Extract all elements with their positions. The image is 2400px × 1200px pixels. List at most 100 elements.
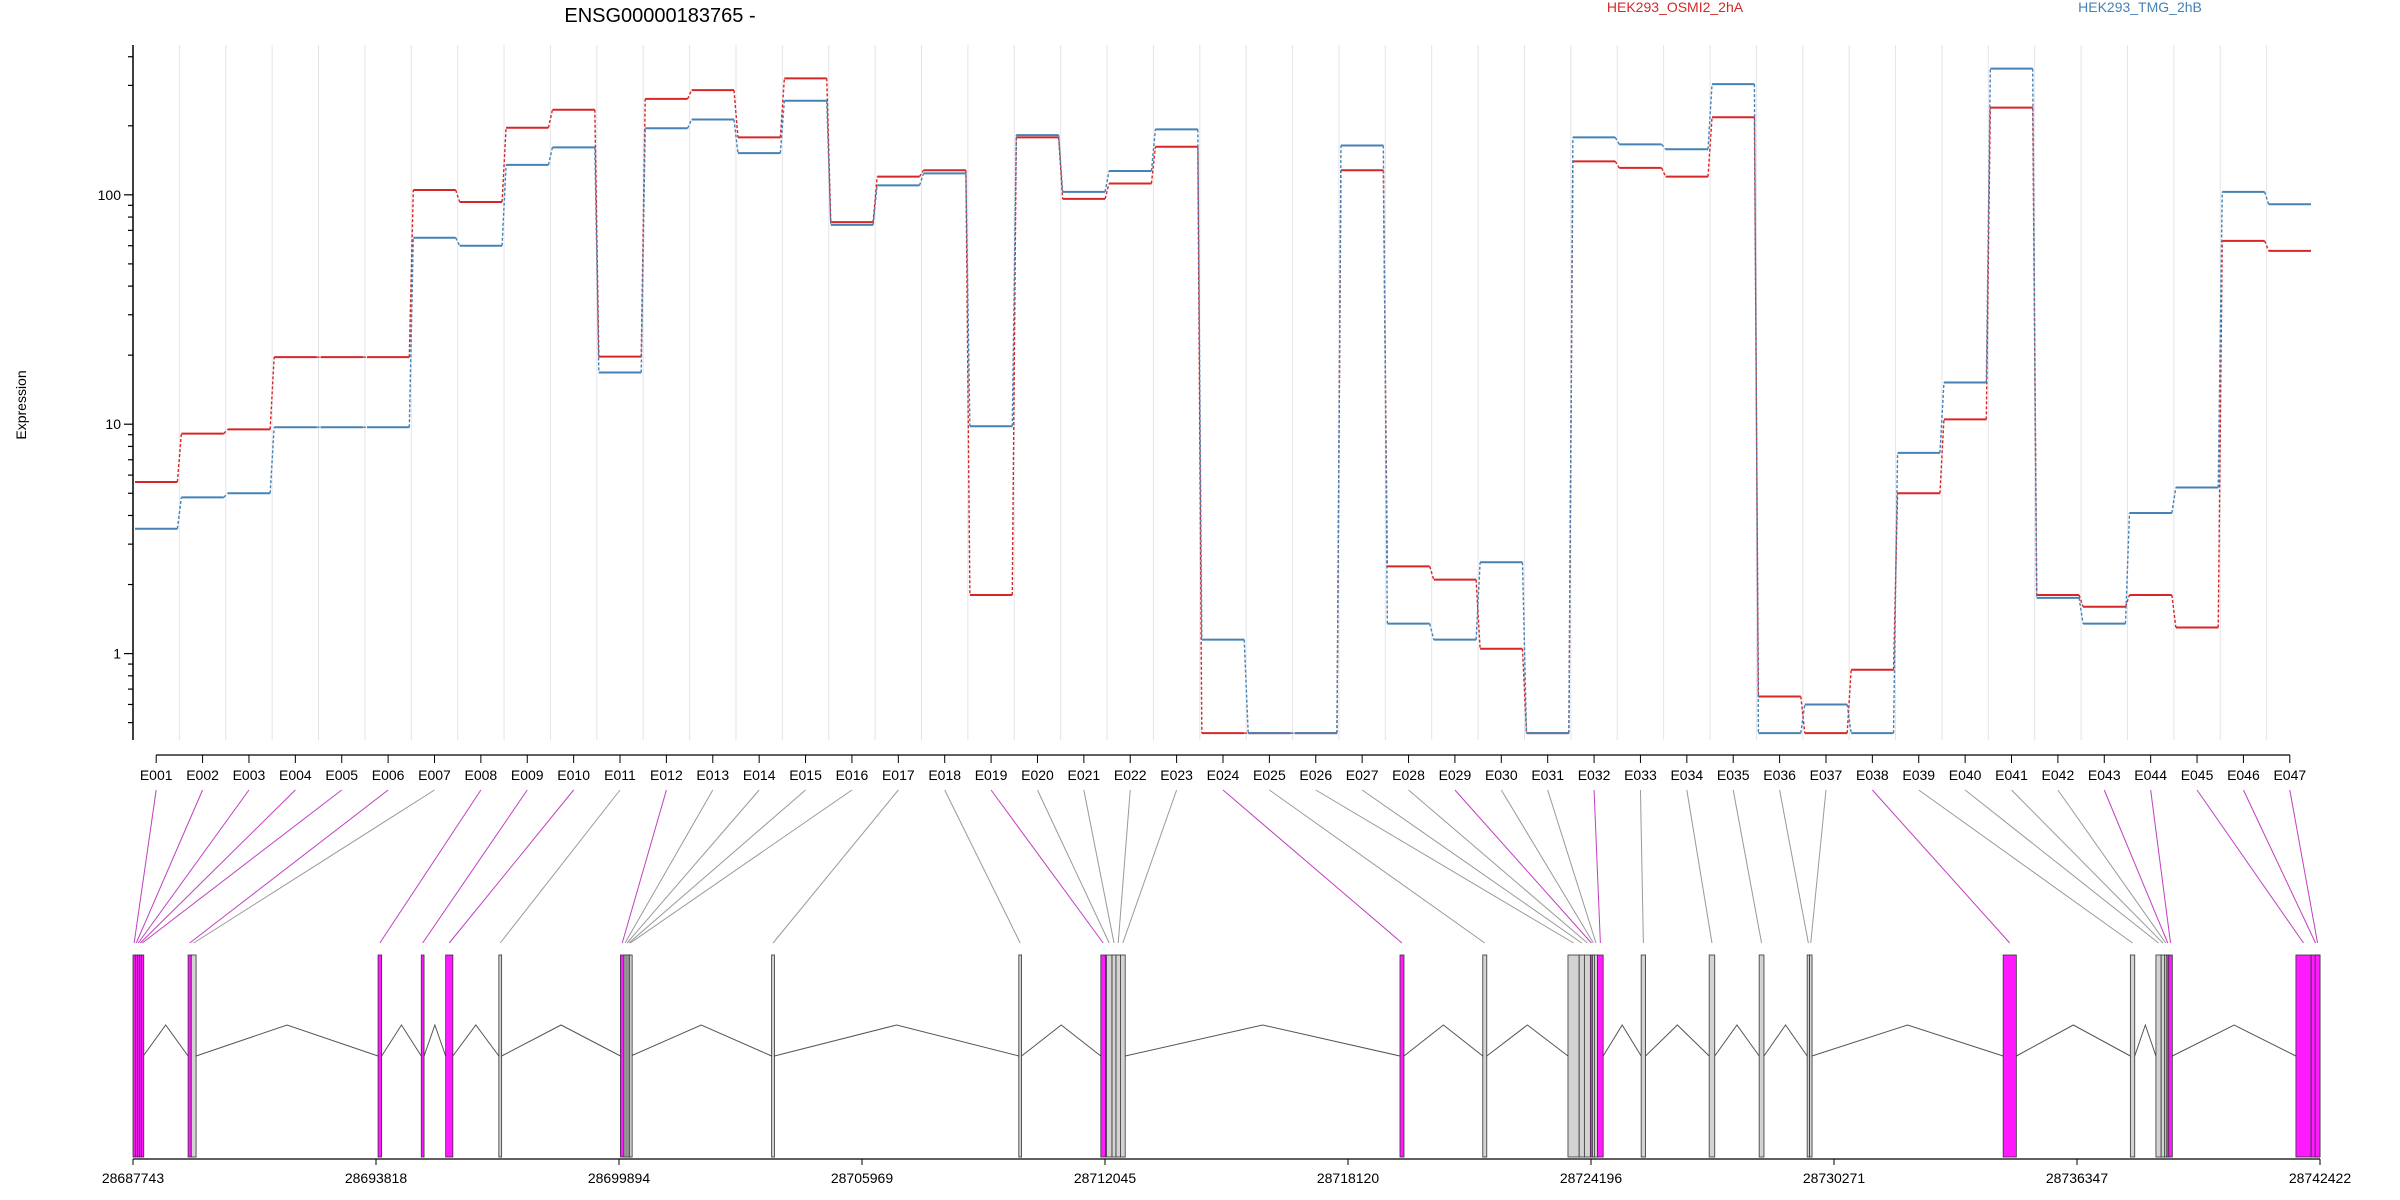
series-step bbox=[176, 497, 183, 529]
exon-link bbox=[1779, 789, 1809, 944]
series-step bbox=[826, 78, 832, 223]
series-step bbox=[1150, 129, 1157, 172]
exon-block bbox=[2129, 954, 2136, 1158]
series-step bbox=[547, 147, 554, 166]
series-step bbox=[640, 128, 646, 373]
series-step bbox=[1568, 137, 1574, 734]
series-step bbox=[594, 109, 600, 357]
exon-block bbox=[2160, 954, 2166, 1158]
exon-link bbox=[193, 789, 435, 944]
x-tick-label: E035 bbox=[1717, 767, 1750, 783]
series-step bbox=[1661, 143, 1667, 150]
series-step bbox=[1939, 419, 1945, 494]
series-step bbox=[640, 98, 646, 357]
exon-link bbox=[2011, 789, 2164, 944]
exon-link bbox=[624, 789, 714, 944]
series-step bbox=[1150, 146, 1157, 184]
x-tick-label: E034 bbox=[1670, 767, 1703, 783]
series-step bbox=[2124, 512, 2131, 624]
coord-tick-label: 28693818 bbox=[345, 1170, 408, 1186]
x-tick-label: E025 bbox=[1253, 767, 1286, 783]
exon-block bbox=[1583, 954, 1591, 1158]
exon-block bbox=[620, 954, 625, 1158]
series-step bbox=[455, 237, 461, 247]
series-step bbox=[2078, 594, 2084, 607]
exon-link bbox=[1547, 789, 1597, 944]
exon-link bbox=[1500, 789, 1594, 944]
exon-block bbox=[445, 954, 454, 1158]
series-step bbox=[2032, 68, 2038, 598]
x-tick-label: E042 bbox=[2042, 767, 2075, 783]
coord-tick-label: 28718120 bbox=[1317, 1170, 1380, 1186]
series-step bbox=[1985, 68, 1992, 383]
intron bbox=[381, 1024, 422, 1057]
series-step bbox=[223, 492, 229, 498]
exon-block bbox=[1111, 954, 1117, 1158]
series-step bbox=[686, 89, 693, 100]
exon-link bbox=[499, 789, 621, 944]
x-tick-label: E026 bbox=[1299, 767, 1332, 783]
x-tick-label: E009 bbox=[511, 767, 544, 783]
exon-block bbox=[498, 954, 503, 1158]
exon-block bbox=[187, 954, 192, 1158]
series-step bbox=[594, 147, 600, 373]
exon-block bbox=[420, 954, 425, 1158]
series-step bbox=[686, 119, 693, 129]
exon-axis: E001 E002 E003 E004 E005 E006 E007 E008 E009 E010… bbox=[140, 754, 2306, 783]
legend-entry-osmi2: HEK293_OSMI2_2hA bbox=[1607, 0, 1744, 15]
x-tick-label: E033 bbox=[1624, 767, 1657, 783]
exon-link bbox=[944, 789, 1021, 944]
x-tick-label: E040 bbox=[1949, 767, 1982, 783]
exon-link bbox=[2196, 789, 2304, 944]
exon-link bbox=[1918, 789, 2133, 944]
series-step bbox=[1197, 129, 1203, 640]
intron bbox=[1811, 1024, 2004, 1057]
exon-block bbox=[1640, 954, 1646, 1158]
series-step bbox=[872, 185, 878, 225]
series-step bbox=[269, 427, 275, 494]
series-step bbox=[1429, 566, 1435, 580]
exon-link bbox=[626, 789, 760, 944]
intron bbox=[2016, 1024, 2131, 1057]
x-tick-label: E010 bbox=[557, 767, 590, 783]
series-step bbox=[1614, 137, 1620, 145]
x-tick-label: E037 bbox=[1810, 767, 1843, 783]
exon-link bbox=[1037, 789, 1110, 944]
intron bbox=[452, 1024, 500, 1057]
series-step bbox=[269, 357, 275, 430]
intron bbox=[1125, 1024, 1401, 1057]
series-step bbox=[501, 127, 507, 203]
exon-link bbox=[1871, 789, 2011, 944]
exon-block bbox=[1593, 954, 1598, 1158]
intron bbox=[1021, 1024, 1102, 1057]
exon-block bbox=[1809, 954, 1813, 1158]
intron bbox=[1486, 1024, 1569, 1057]
exon-block bbox=[1708, 954, 1716, 1158]
x-tick-label: E003 bbox=[233, 767, 266, 783]
exon-link bbox=[2289, 789, 2319, 944]
series-tmg bbox=[135, 67, 2311, 735]
exon-link bbox=[1686, 789, 1713, 944]
x-tick-label: E039 bbox=[1902, 767, 1935, 783]
exon-link bbox=[1408, 789, 1588, 944]
exon-link bbox=[1222, 789, 1403, 944]
exon-link bbox=[621, 789, 667, 944]
coord-tick-label: 28712045 bbox=[1074, 1170, 1137, 1186]
series-step bbox=[2263, 240, 2270, 252]
intron bbox=[423, 1023, 447, 1057]
x-tick-label: E044 bbox=[2134, 767, 2167, 783]
series-step bbox=[1336, 145, 1342, 734]
exon-link bbox=[422, 789, 528, 944]
exon-block bbox=[1758, 954, 1765, 1158]
series-step bbox=[1521, 562, 1528, 734]
intron bbox=[630, 1024, 772, 1057]
coord-tick-label: 28730271 bbox=[1803, 1170, 1866, 1186]
x-tick-label: E008 bbox=[465, 767, 498, 783]
x-tick-label: E041 bbox=[1995, 767, 2028, 783]
series-step bbox=[918, 169, 925, 178]
coord-tick-label: 28687743 bbox=[102, 1170, 165, 1186]
exon-links bbox=[133, 789, 2319, 944]
exon-link bbox=[1361, 789, 1583, 944]
exon-link bbox=[1454, 789, 1592, 944]
exon-link bbox=[2150, 789, 2172, 944]
